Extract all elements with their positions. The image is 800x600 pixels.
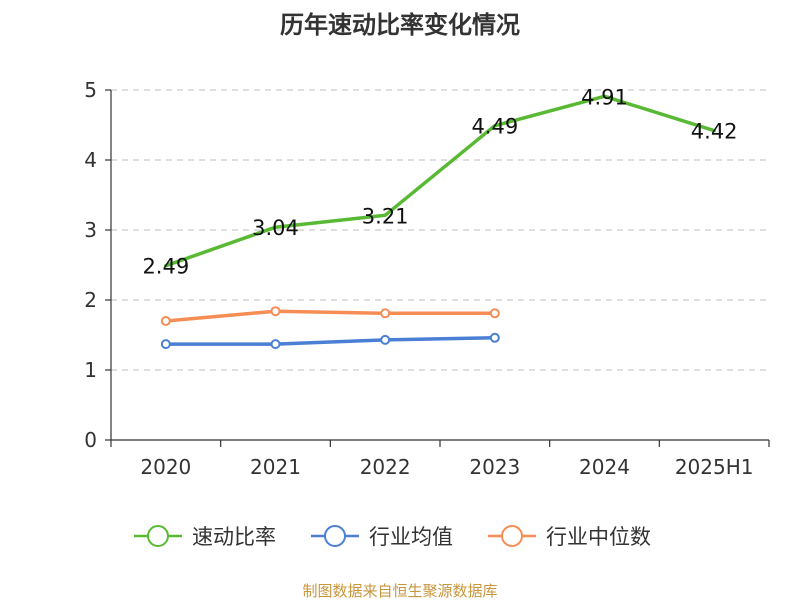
legend-item-2[interactable]: 行业中位数 xyxy=(488,525,651,549)
y-tick-label: 5 xyxy=(84,78,97,102)
y-tick-label: 2 xyxy=(84,288,97,312)
data-label: 4.42 xyxy=(691,120,738,144)
legend-label: 行业均值 xyxy=(369,525,453,549)
grid xyxy=(111,89,769,371)
series-point-2[interactable] xyxy=(160,316,171,326)
legend-marker xyxy=(147,525,169,547)
y-tick-label: 4 xyxy=(84,148,97,172)
legend-label: 行业中位数 xyxy=(546,525,651,549)
x-tick-label: 2020 xyxy=(140,455,191,479)
source-note: 制图数据来自恒生聚源数据库 xyxy=(302,582,497,600)
series-line-0 xyxy=(164,94,716,268)
legend-item-1[interactable]: 行业均值 xyxy=(311,525,453,549)
legend-marker xyxy=(324,525,346,547)
series-point-1[interactable] xyxy=(270,339,281,350)
series xyxy=(160,94,716,350)
y-tick-label: 1 xyxy=(84,358,97,382)
axes: 0 1 2 3 4 5 2020 2021 2022 2023 2024 2025H1 xyxy=(84,78,770,479)
x-tick-label: 2023 xyxy=(469,455,520,479)
legend-item-0[interactable]: 速动比率 xyxy=(134,525,276,549)
data-label: 4.91 xyxy=(581,85,628,109)
series-point-2[interactable] xyxy=(489,308,500,319)
legend-marker xyxy=(501,525,523,547)
x-tick-label: 2025H1 xyxy=(675,455,754,479)
legend[interactable]: 速动比率 行业均值 行业中位数 xyxy=(134,525,651,549)
series-point-2[interactable] xyxy=(270,306,281,317)
data-label: 3.21 xyxy=(362,204,409,228)
series-line-1 xyxy=(164,336,497,346)
data-label: 3.04 xyxy=(252,216,299,240)
chart-title: 历年速动比率变化情况 xyxy=(280,11,520,39)
data-labels: 2.49 3.04 3.21 4.49 4.91 4.42 xyxy=(142,85,737,278)
x-tick-label: 2024 xyxy=(579,455,630,479)
series-point-2[interactable] xyxy=(380,308,391,319)
data-label: 4.49 xyxy=(471,115,518,139)
series-point-1[interactable] xyxy=(160,339,171,350)
series-point-1[interactable] xyxy=(380,334,391,345)
y-tick-label: 0 xyxy=(84,428,97,452)
y-tick-label: 3 xyxy=(84,218,97,242)
x-tick-label: 2022 xyxy=(360,455,411,479)
x-tick-label: 2021 xyxy=(250,455,301,479)
data-label: 2.49 xyxy=(142,255,189,279)
legend-label: 速动比率 xyxy=(192,525,276,549)
series-line-2 xyxy=(164,309,497,323)
series-point-1[interactable] xyxy=(489,332,500,343)
